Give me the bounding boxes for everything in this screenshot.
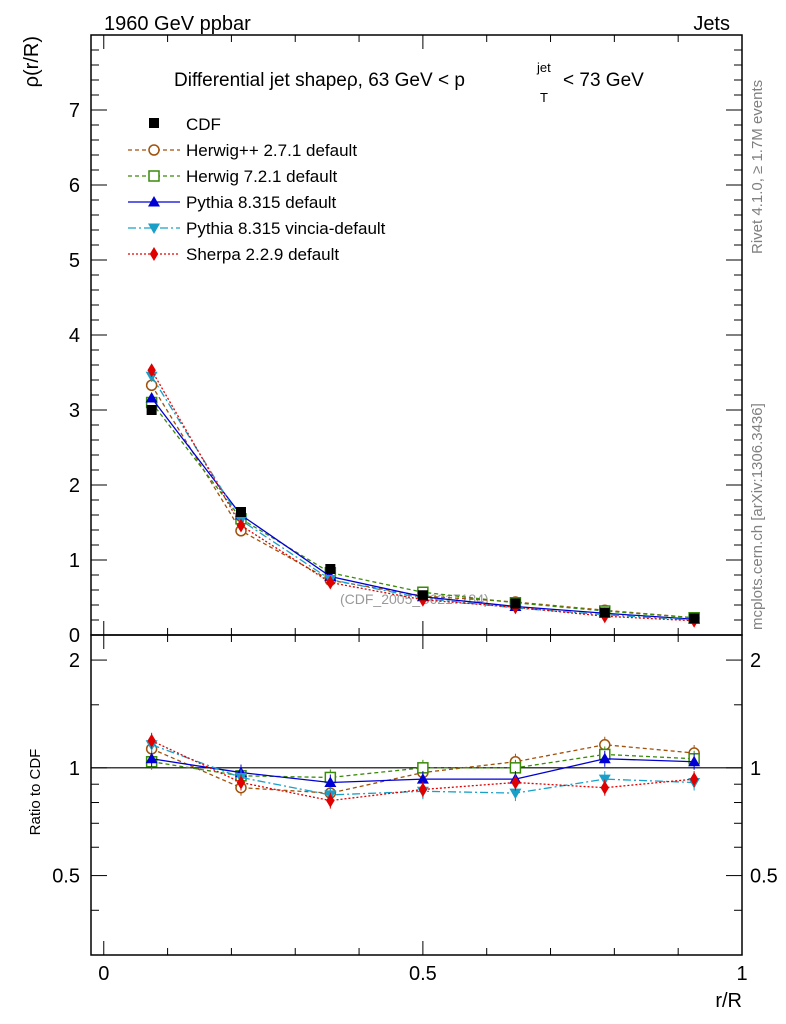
title-sub: T (540, 90, 548, 105)
series-point-4 (236, 518, 246, 533)
legend-marker-3 (148, 223, 160, 234)
legend-label-cdf: CDF (186, 115, 221, 134)
ratio-tick-label-right: 1 (750, 758, 761, 780)
chart-marks (91, 363, 742, 809)
ratio-point-4 (418, 782, 428, 797)
series-line-0 (151, 384, 695, 619)
ratio-tick-label-right: 0.5 (750, 866, 778, 888)
legend-marker-1 (148, 170, 160, 182)
legend-label-4: Sherpa 2.2.9 default (186, 245, 339, 264)
x-tick-label: 1 (736, 963, 747, 985)
ratio-point-4 (600, 780, 609, 795)
rivet-label: Rivet 4.1.0, ≥ 1.7M events (749, 80, 766, 254)
y-tick-label: 3 (69, 400, 80, 422)
y-tick-label: 5 (69, 250, 80, 272)
series-point-4 (147, 363, 156, 378)
ratio-point-2 (688, 755, 701, 767)
axis-ticks: 0 0.5 1 0 1 2 3 4 5 6 7 0.5 0.5 1 1 2 2 (52, 35, 778, 985)
x-tick-label: 0.5 (409, 963, 437, 985)
ratio-point-4 (511, 775, 520, 790)
x-tick-label: 0 (98, 963, 109, 985)
legend-item-3: Pythia 8.315 vincia-default (128, 219, 386, 238)
cdf-point (235, 507, 246, 517)
ratio-point-4 (147, 733, 156, 748)
y-tick-label: 7 (69, 100, 80, 122)
y-tick-label: 1 (69, 550, 80, 572)
legend-label-3: Pythia 8.315 vincia-default (186, 219, 386, 238)
y-tick-label: 6 (69, 175, 80, 197)
svg-text:Differential jet shapeρ, 63 Ge: Differential jet shapeρ, 63 GeV < p (174, 70, 465, 91)
legend-label-2: Pythia 8.315 default (186, 193, 337, 212)
ratio-y-axis-label: Ratio to CDF (27, 749, 44, 836)
legend-item-cdf: CDF (149, 115, 221, 134)
ratio-point-2 (598, 752, 611, 764)
legend-item-2: Pythia 8.315 default (128, 193, 337, 212)
x-axis-label: r/R (715, 990, 742, 1012)
series-line-3 (151, 375, 695, 621)
ratio-point-4 (689, 772, 699, 787)
ratio-tick-label-right: 2 (750, 650, 761, 672)
legend-marker-0 (148, 144, 160, 156)
cdf-point (325, 564, 336, 574)
ratio-point-4 (326, 793, 335, 808)
ratio-point-4 (236, 775, 246, 790)
cdf-point (510, 598, 521, 609)
title-main: Differential jet shapeρ, 63 GeV < p (174, 70, 465, 91)
legend-item-0: Herwig++ 2.7.1 default (128, 141, 357, 160)
ratio-tick-label-left: 1 (69, 758, 80, 780)
legend-item-1: Herwig 7.2.1 default (128, 167, 337, 186)
y-tick-label: 4 (69, 325, 80, 347)
watermark: (CDF_2005_S6217184) (340, 591, 489, 607)
ratio-point-3 (509, 788, 522, 800)
cdf-point (417, 590, 428, 601)
legend-marker-2 (148, 196, 160, 207)
series-point-2 (145, 392, 158, 403)
header-right: Jets (693, 13, 730, 35)
header-left: 1960 GeV ppbar (104, 13, 251, 35)
legend-item-4: Sherpa 2.2.9 default (128, 245, 339, 264)
ratio-panel-frame (90, 634, 743, 956)
cdf-point (146, 405, 157, 415)
legend-label-1: Herwig 7.2.1 default (186, 167, 337, 186)
ratio-point-2 (145, 752, 158, 764)
ratio-tick-label-left: 0.5 (52, 866, 80, 888)
series-point-4 (326, 575, 335, 590)
cdf-point (599, 607, 610, 618)
title-sup: jet (536, 60, 551, 75)
chart-title: Differential jet shapeρ, 63 GeV < p jet … (174, 60, 644, 105)
legend-marker-4 (149, 247, 159, 261)
y-axis-label: ρ(r/R) (21, 36, 43, 87)
ratio-point-2 (324, 776, 337, 787)
title-end: < 73 GeV (563, 70, 644, 91)
cdf-point (689, 613, 700, 624)
ratio-point-2 (416, 773, 429, 784)
mcplots-label: mcplots.cern.ch [arXiv:1306.3436] (749, 403, 766, 630)
y-tick-label: 0 (69, 625, 80, 647)
legend: CDF Herwig++ 2.7.1 default Herwig 7.2.1 de… (128, 115, 386, 264)
y-tick-label: 2 (69, 475, 80, 497)
legend-label-0: Herwig++ 2.7.1 default (186, 141, 357, 160)
legend-marker-cdf (149, 118, 159, 128)
series-line-1 (151, 402, 695, 619)
ratio-tick-label-left: 2 (69, 650, 80, 672)
series-line-4 (151, 369, 695, 622)
